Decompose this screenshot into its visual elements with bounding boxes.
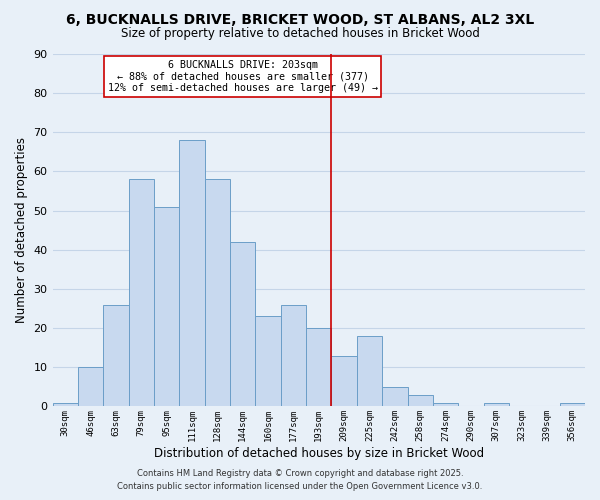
Bar	[128, 180, 154, 406]
Text: Contains HM Land Registry data © Crown copyright and database right 2025.
Contai: Contains HM Land Registry data © Crown c…	[118, 470, 482, 491]
Bar	[78, 368, 103, 406]
Bar	[382, 387, 407, 406]
Bar	[433, 402, 458, 406]
Bar	[154, 206, 179, 406]
Bar	[103, 304, 128, 406]
Text: Size of property relative to detached houses in Bricket Wood: Size of property relative to detached ho…	[121, 28, 479, 40]
Y-axis label: Number of detached properties: Number of detached properties	[15, 137, 28, 323]
Bar	[306, 328, 331, 406]
Bar	[281, 304, 306, 406]
Text: 6, BUCKNALLS DRIVE, BRICKET WOOD, ST ALBANS, AL2 3XL: 6, BUCKNALLS DRIVE, BRICKET WOOD, ST ALB…	[66, 12, 534, 26]
Bar	[179, 140, 205, 406]
Bar	[560, 402, 585, 406]
Bar	[331, 356, 357, 406]
Bar	[407, 394, 433, 406]
Bar	[230, 242, 256, 406]
X-axis label: Distribution of detached houses by size in Bricket Wood: Distribution of detached houses by size …	[154, 447, 484, 460]
Bar	[484, 402, 509, 406]
Text: 6 BUCKNALLS DRIVE: 203sqm  
← 88% of detached houses are smaller (377)
12% of se: 6 BUCKNALLS DRIVE: 203sqm ← 88% of detac…	[108, 60, 378, 93]
Bar	[256, 316, 281, 406]
Bar	[205, 180, 230, 406]
Bar	[53, 402, 78, 406]
Bar	[357, 336, 382, 406]
